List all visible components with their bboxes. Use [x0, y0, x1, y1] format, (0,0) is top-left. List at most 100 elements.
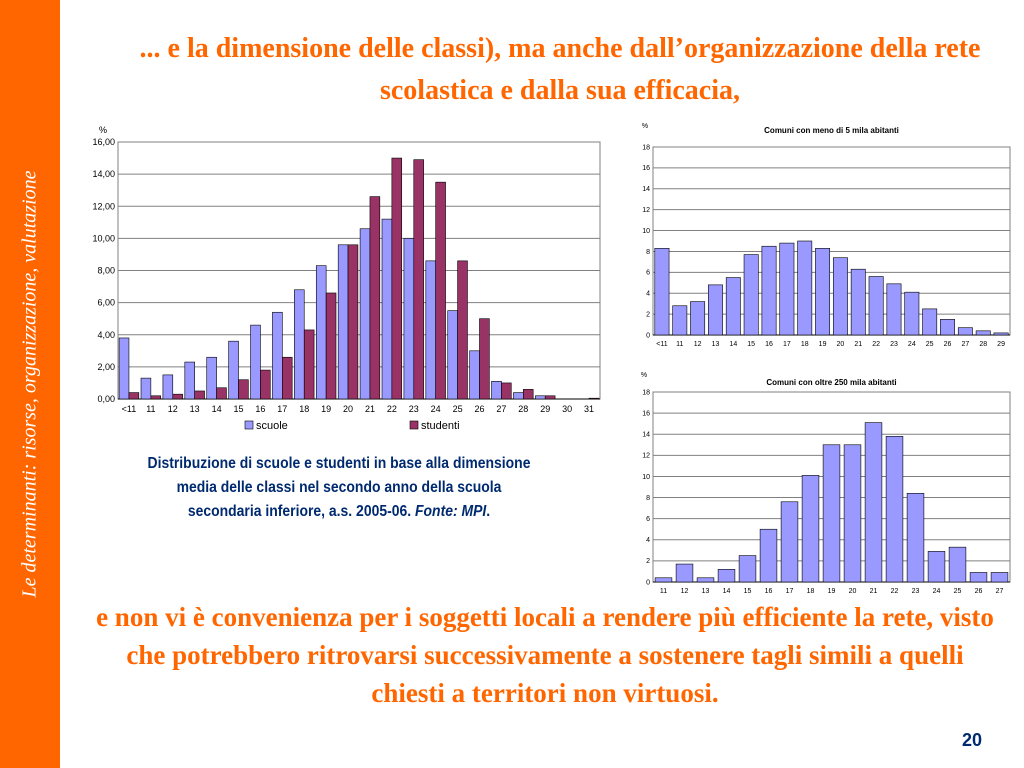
bar-value	[843, 444, 862, 583]
x-tick-label: 11	[660, 588, 667, 595]
x-tick-label: 25	[954, 588, 962, 595]
y-tick-label: 18	[642, 144, 650, 151]
y-tick-label: 4	[646, 291, 650, 298]
x-tick-label: 20	[837, 341, 845, 348]
x-tick-label: 29	[540, 404, 550, 414]
bar-studenti	[413, 159, 424, 400]
bar-scuole	[491, 381, 502, 400]
bar-value	[975, 330, 991, 336]
x-tick-label: 18	[807, 588, 815, 595]
x-tick-label: 16	[255, 404, 265, 414]
y-tick-label: 8	[646, 249, 650, 256]
x-tick-label: 22	[872, 341, 880, 348]
bar-studenti	[238, 379, 249, 400]
bar-value	[761, 245, 777, 336]
bar-value	[904, 291, 920, 336]
y-tick-label: 4,00	[97, 330, 115, 340]
bar-studenti	[544, 395, 556, 400]
bar-scuole	[337, 244, 349, 400]
bar-value	[780, 501, 799, 583]
x-tick-label: 13	[702, 588, 710, 595]
bar-studenti	[216, 387, 227, 400]
bar-studenti	[391, 157, 403, 400]
legend-swatch-scuole	[244, 420, 254, 430]
bar-scuole	[513, 392, 524, 400]
bar-value	[868, 276, 884, 336]
y-tick-label: 12,00	[92, 201, 115, 211]
bar-scuole	[228, 340, 239, 400]
x-tick-label: 14	[723, 588, 731, 595]
bar-value	[779, 242, 795, 336]
bar-scuole	[294, 289, 305, 400]
conclusion-text: e non vi è convenienza per i soggetti lo…	[96, 602, 994, 708]
caption-source: Fonte: MPI	[415, 503, 487, 520]
bar-studenti	[172, 393, 183, 400]
x-tick-label: 28	[979, 341, 987, 348]
y-tick-label: 16,00	[92, 137, 115, 147]
bar-value	[906, 493, 925, 583]
x-tick-label: 28	[518, 404, 528, 414]
x-tick-label: 26	[474, 404, 484, 414]
x-tick-label: 13	[190, 404, 200, 414]
x-tick-label: 26	[975, 588, 983, 595]
bar-value	[675, 563, 694, 583]
bar-value	[717, 569, 736, 583]
x-tick-label: 23	[912, 588, 920, 595]
y-tick-label: 16	[642, 165, 650, 172]
x-tick-label: 17	[786, 588, 794, 595]
bar-scuole	[359, 228, 371, 400]
y-tick-label: 14	[642, 432, 650, 439]
x-tick-label: 19	[819, 341, 827, 348]
y-tick-label: 2,00	[97, 362, 115, 372]
y-tick-label: 14	[642, 186, 650, 193]
sidebar-band: Le determinanti: risorse, organizzazione…	[0, 0, 60, 768]
chart-title: Comuni con oltre 250 mila abitanti	[766, 378, 896, 387]
x-tick-label: 15	[744, 588, 752, 595]
bar-value	[708, 284, 723, 336]
chart-title: Comuni con meno di 5 mila abitanti	[764, 126, 899, 135]
bar-scuole	[381, 218, 393, 400]
x-tick-label: 14	[729, 341, 737, 348]
bar-scuole	[250, 324, 261, 400]
plot-area	[652, 146, 1011, 336]
bar-value	[801, 475, 820, 583]
x-tick-label: 22	[387, 404, 397, 414]
bar-scuole	[469, 350, 480, 400]
bar-value	[850, 268, 866, 336]
x-tick-label: 27	[996, 588, 1004, 595]
y-tick-label: 14,00	[92, 169, 115, 179]
bar-scuole	[272, 311, 283, 400]
y-tick-label: 10	[642, 474, 650, 481]
x-tick-label: 11	[146, 404, 155, 414]
x-tick-label: 31	[584, 404, 594, 414]
x-tick-label: 12	[694, 341, 702, 348]
bar-value	[969, 572, 988, 583]
x-tick-label: 16	[765, 588, 773, 595]
x-tick-label: 26	[944, 341, 952, 348]
x-tick-label: 15	[747, 341, 755, 348]
bar-studenti	[501, 382, 512, 400]
y-tick-label: 0	[646, 579, 650, 586]
x-tick-label: 16	[765, 341, 773, 348]
x-tick-label: 25	[926, 341, 934, 348]
bar-scuole	[184, 361, 195, 400]
bar-value	[886, 283, 902, 336]
bar-value	[654, 577, 673, 583]
bar-value	[797, 240, 813, 336]
y-tick-label: 0	[646, 332, 650, 339]
x-tick-label: 14	[212, 404, 222, 414]
bar-scuole	[118, 337, 130, 400]
bar-studenti	[194, 390, 205, 400]
sidebar-label: Le determinanti: risorse, organizzazione…	[18, 170, 41, 598]
y-tick-label: 16	[642, 410, 650, 417]
bar-studenti	[523, 389, 534, 400]
bar-value	[822, 444, 841, 583]
y-tick-label: 10	[642, 228, 650, 235]
bar-value	[696, 577, 715, 583]
bar-value	[922, 308, 938, 336]
bar-value	[690, 301, 706, 336]
bar-studenti	[282, 356, 293, 400]
x-tick-label: 18	[299, 404, 309, 414]
